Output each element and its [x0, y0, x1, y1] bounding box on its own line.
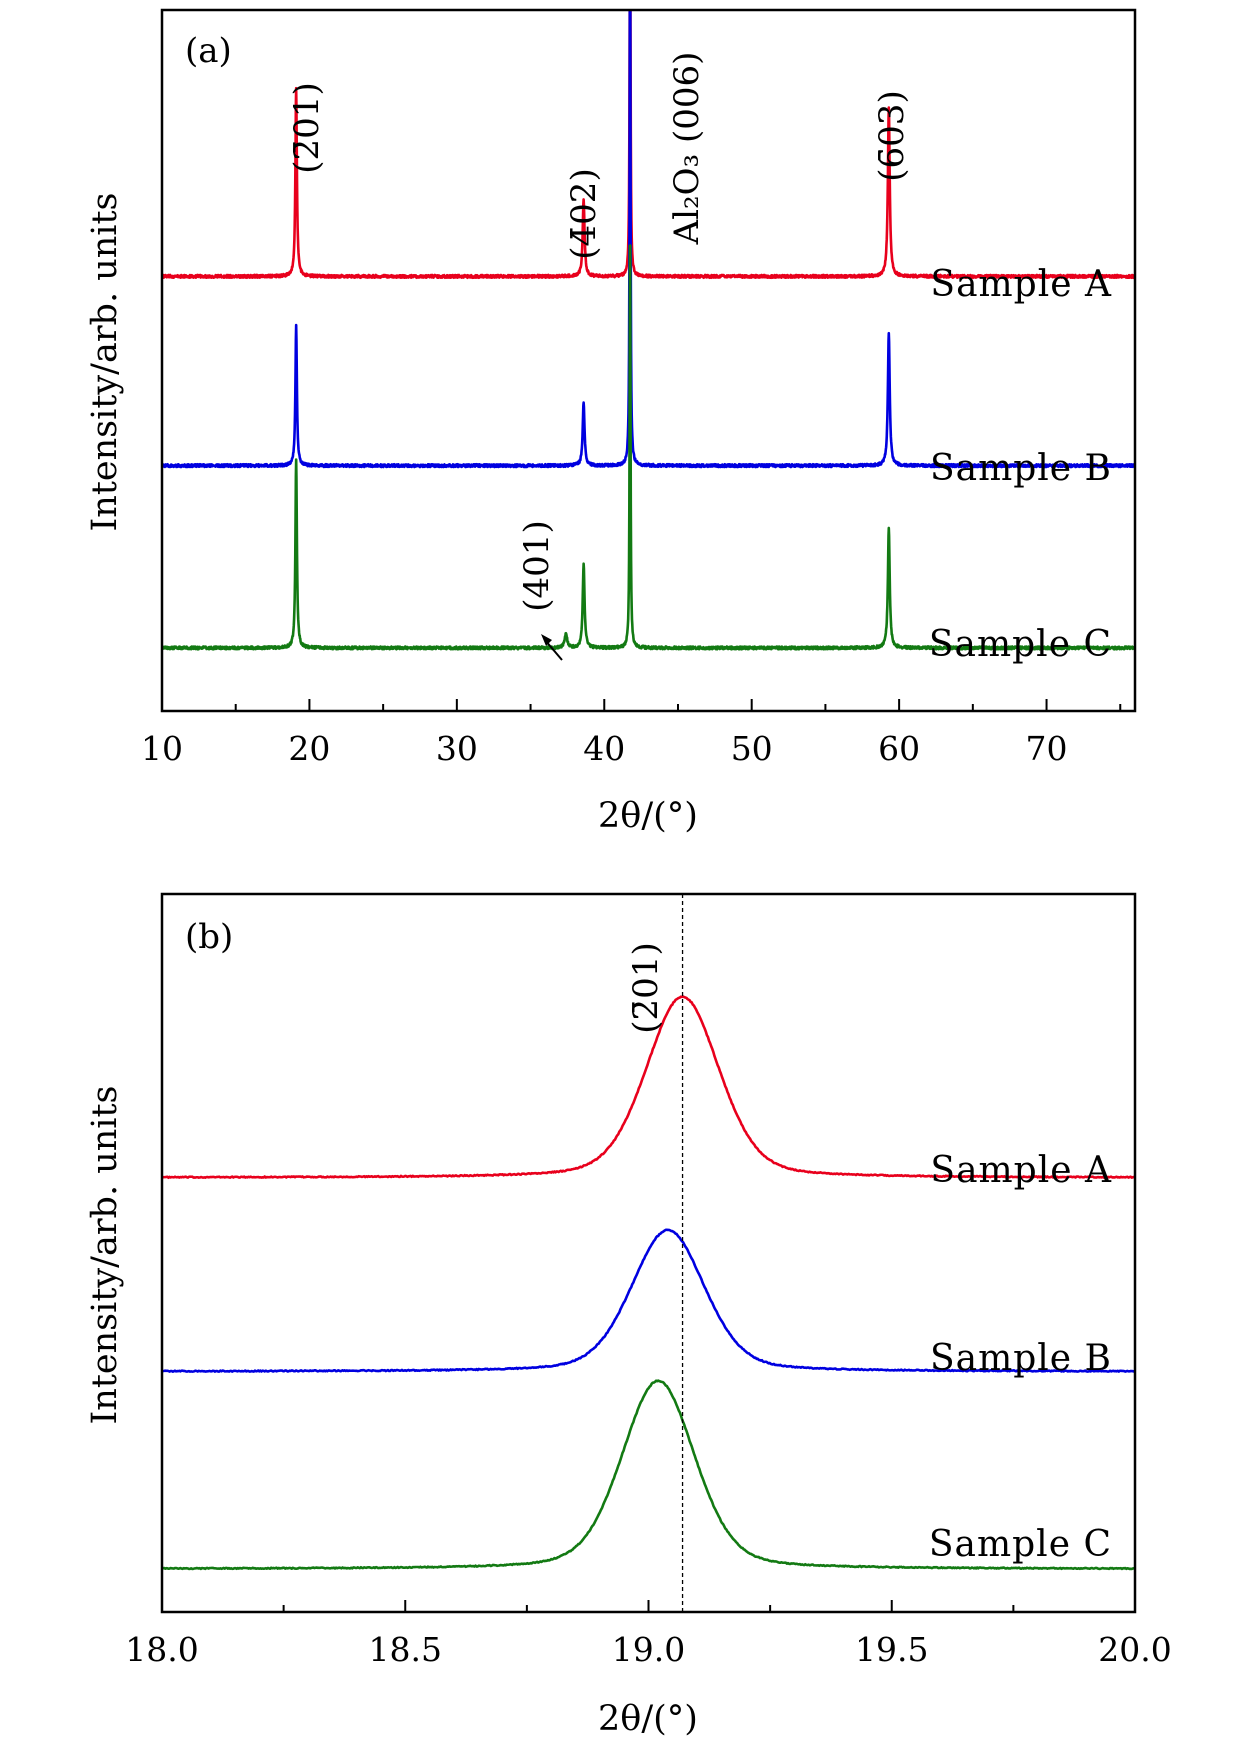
b-tick-label: 19.5 — [855, 1630, 928, 1669]
peak-label-al2o3-006: Al₂O₃ (006) — [667, 52, 707, 246]
a-line-sample-a — [162, 10, 1135, 280]
panel-a-frame — [160, 8, 1137, 713]
panel-b-label-sample-b: Sample B — [930, 1338, 1112, 1379]
peak-label-201: (2̄01) — [287, 82, 327, 173]
panel-b: 18.0 18.5 19.0 19.5 20.0 (b) 2θ/(°) Intensit… — [85, 892, 1172, 1739]
b-line-sample-a — [162, 995, 1135, 1180]
panel-b-label-sample-c: Sample C — [929, 1524, 1112, 1565]
a-tick-label: 30 — [436, 729, 478, 768]
a-line-sample-c — [162, 244, 1135, 651]
b-tick-label: 20.0 — [1098, 1630, 1171, 1669]
peak-label-401: (401) — [517, 520, 557, 611]
a-tick-label: 10 — [141, 729, 183, 768]
peak-label-603: (6̄03) — [872, 90, 912, 181]
a-tick-label: 40 — [583, 729, 625, 768]
panel-b-label: (b) — [185, 917, 233, 957]
b-tick-label: 18.5 — [369, 1630, 442, 1669]
panel-a-label-sample-a: Sample A — [930, 264, 1112, 305]
panel-a-label-sample-b: Sample B — [930, 448, 1112, 489]
arrow-401 — [541, 634, 563, 661]
peak-label-402: (4̄02) — [564, 168, 604, 259]
b-tick-label: 18.0 — [125, 1630, 198, 1669]
panel-b-xlabel: 2θ/(°) — [598, 1699, 698, 1739]
b-line-sample-b — [162, 1228, 1135, 1373]
peak-label-201-b: (2̄01) — [626, 942, 666, 1033]
a-tick-label: 20 — [288, 729, 330, 768]
a-tick-label: 70 — [1026, 729, 1068, 768]
a-tick-label: 50 — [731, 729, 773, 768]
b-tick-label: 19.0 — [612, 1630, 685, 1669]
a-tick-label: 60 — [878, 729, 920, 768]
panel-b-label-sample-a: Sample A — [930, 1150, 1112, 1191]
panel-a-xlabel: 2θ/(°) — [598, 796, 698, 836]
panel-a-ylabel: Intensity/arb. units — [85, 192, 125, 531]
a-line-sample-b — [162, 10, 1135, 469]
b-line-sample-c — [162, 1379, 1135, 1571]
panel-b-ylabel: Intensity/arb. units — [85, 1085, 125, 1424]
panel-a-label: (a) — [185, 31, 232, 71]
panel-a-label-sample-c: Sample C — [929, 624, 1112, 665]
panel-a: 10 20 30 40 50 60 70 (a) 2θ/(°) Intensity/arb.… — [85, 8, 1137, 836]
